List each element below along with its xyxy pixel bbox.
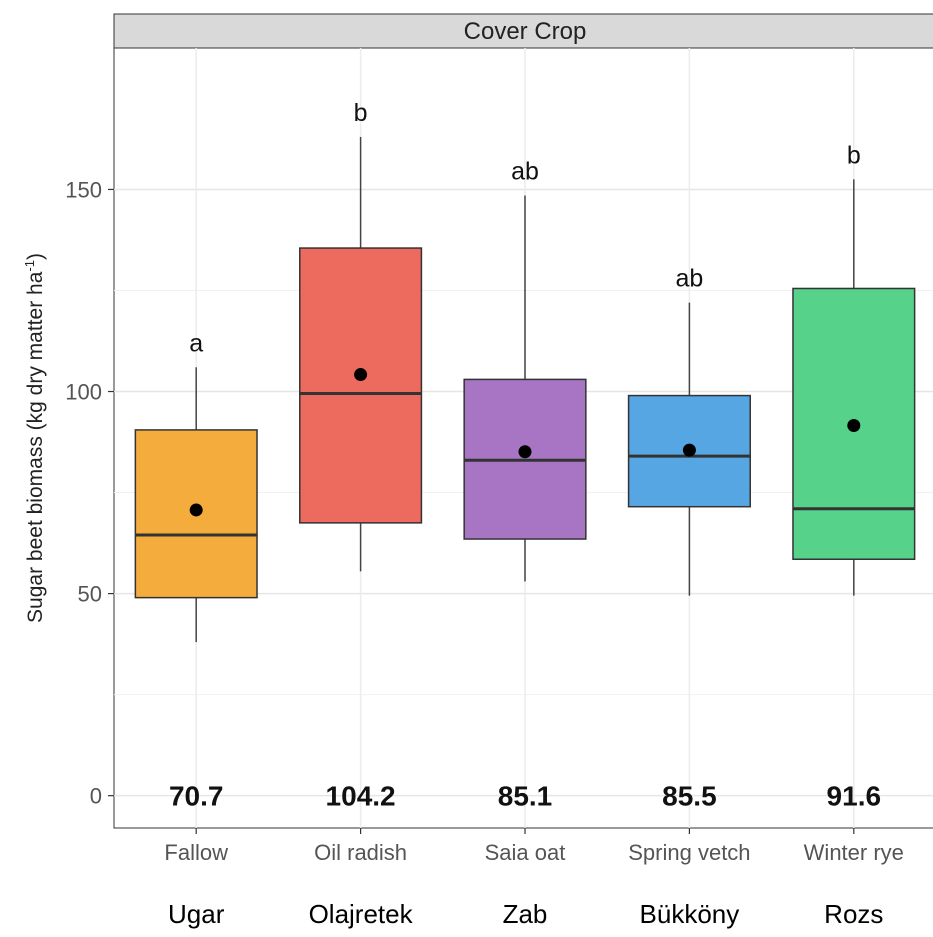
box xyxy=(627,394,751,508)
mean-point xyxy=(847,418,861,432)
y-tick-label: 100 xyxy=(65,380,102,405)
x-tick-label: Fallow xyxy=(164,840,228,865)
mean-value-label: 91.6 xyxy=(827,781,882,812)
x-tick-label: Spring vetch xyxy=(628,840,750,865)
box xyxy=(299,247,423,524)
mean-value-label: 104.2 xyxy=(326,781,396,812)
translation-label: Ugar xyxy=(168,899,225,929)
y-tick-label: 150 xyxy=(65,177,102,202)
mean-point xyxy=(682,443,696,457)
x-axis: Fallow Ugar Oil radish Olajretek Saia oat Zab… xyxy=(164,828,904,929)
significance-label: b xyxy=(847,141,861,169)
significance-label: b xyxy=(354,99,368,127)
y-axis: 0 50 100 150 xyxy=(65,177,114,809)
significance-label: ab xyxy=(511,158,539,186)
x-tick-label: Saia oat xyxy=(485,840,566,865)
mean-value-label: 70.7 xyxy=(169,781,224,812)
translation-label: Bükköny xyxy=(640,899,740,929)
mean-value-label: 85.5 xyxy=(662,781,717,812)
mean-point xyxy=(354,368,368,382)
mean-point xyxy=(189,503,203,517)
facet-strip xyxy=(113,13,933,49)
x-tick-label: Winter rye xyxy=(804,840,904,865)
y-tick-label: 50 xyxy=(78,582,102,607)
translation-label: Zab xyxy=(503,899,548,929)
mean-point xyxy=(518,445,532,459)
y-axis-title: Sugar beet biomass (kg dry matter ha-1) xyxy=(22,253,47,623)
translation-label: Olajretek xyxy=(309,899,414,929)
x-tick-label: Oil radish xyxy=(314,840,407,865)
mean-value-label: 85.1 xyxy=(498,781,553,812)
translation-label: Rozs xyxy=(824,899,883,929)
significance-label: ab xyxy=(675,265,703,293)
boxes-layer: a 70.7 b 104.2 ab 85.1 ab 85.5 b 91.6 xyxy=(134,99,916,812)
facet-label: Cover Crop xyxy=(464,18,587,45)
y-tick-label: 0 xyxy=(90,784,102,809)
significance-label: a xyxy=(189,329,203,357)
